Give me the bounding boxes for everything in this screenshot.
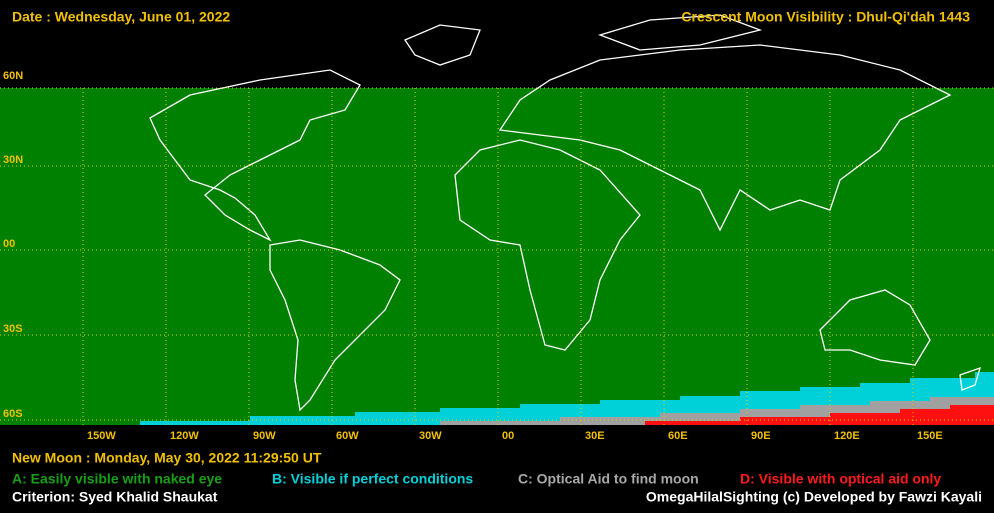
latitude-label: 30N: [3, 154, 23, 166]
zone-a: [0, 88, 994, 425]
criterion-text: Criterion: Syed Khalid Shaukat: [12, 489, 218, 505]
longitude-label: 120E: [834, 430, 860, 442]
date-text: Date : Wednesday, June 01, 2022: [12, 9, 230, 25]
longitude-label: 120W: [170, 430, 199, 442]
latitude-label: 30S: [3, 323, 23, 335]
legend-item: D: Visible with optical aid only: [740, 471, 941, 487]
legend-item: A: Easily visible with naked eye: [12, 471, 222, 487]
new-moon-text: New Moon : Monday, May 30, 2022 11:29:50…: [12, 450, 322, 466]
longitude-label: 90W: [253, 430, 276, 442]
credit-text: OmegaHilalSighting (c) Developed by Fawz…: [646, 489, 982, 505]
zone-d: [645, 405, 994, 425]
longitude-label: 30E: [585, 430, 605, 442]
longitude-label: 90E: [751, 430, 771, 442]
longitude-label: 00: [502, 430, 514, 442]
graticule: [0, 87, 994, 425]
longitude-label: 30W: [419, 430, 442, 442]
latitude-label: 60N: [3, 70, 23, 82]
longitude-label: 150E: [917, 430, 943, 442]
latitude-label: 00: [3, 238, 15, 250]
longitude-label: 60W: [336, 430, 359, 442]
map-title: Crescent Moon Visibility : Dhul-Qi'dah 1…: [681, 9, 970, 25]
latitude-label: 60S: [3, 408, 23, 420]
longitude-label: 60E: [668, 430, 688, 442]
coastlines: [149, 14, 981, 412]
longitude-label: 150W: [87, 430, 116, 442]
legend-item: C: Optical Aid to find moon: [518, 471, 699, 487]
legend-item: B: Visible if perfect conditions: [272, 471, 473, 487]
